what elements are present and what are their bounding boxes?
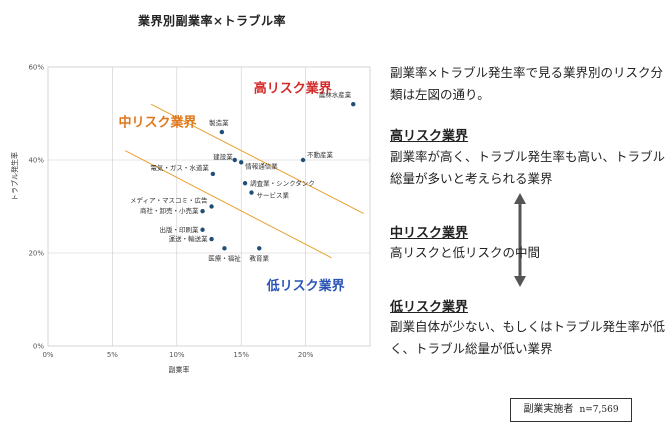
data-point <box>249 190 254 195</box>
x-tick-label: 10% <box>169 351 185 359</box>
point-label: 調査業・シンクタンク <box>250 178 315 187</box>
zone-label: 低リスク業界 <box>266 278 345 294</box>
intro-text: 副業率×トラブル発生率で見る業界別のリスク分類は左図の通り。 <box>390 65 663 102</box>
grid-layer: 0% 5% 10% 15% 20% 0% 20% 40% 60% <box>28 64 371 359</box>
point-label: 教育業 <box>249 253 269 262</box>
y-tick-label: 20% <box>28 250 44 258</box>
y-tick-label: 60% <box>28 64 44 72</box>
low-risk-title: 低リスク業界 <box>390 300 469 315</box>
zone-label: 高リスク業界 <box>254 81 332 97</box>
lower-separator-line <box>125 150 332 259</box>
y-tick-label: 40% <box>28 157 44 165</box>
point-label: 出版・印刷業 <box>160 225 200 234</box>
point-label: 農林水産業 <box>319 90 352 99</box>
mid-risk-title: 中リスク業界 <box>390 226 469 241</box>
data-point <box>200 208 205 214</box>
sample-label: 副業実施者 <box>523 404 574 415</box>
upper-separator-line <box>150 103 364 214</box>
data-point <box>300 157 306 163</box>
y-axis-label: トラブル発生率 <box>10 152 19 201</box>
plot-frame <box>47 66 371 347</box>
point-label: 不動産業 <box>307 150 334 159</box>
mid-risk-description: 高リスクと低リスクの中間 <box>390 245 541 260</box>
data-point <box>219 129 225 135</box>
point-label: 医療・福祉 <box>208 253 241 262</box>
y-tick-label: 0% <box>33 343 44 351</box>
data-point <box>239 160 244 165</box>
data-point <box>209 236 214 242</box>
sample-size-box: 副業実施者 n=7,569 <box>510 398 632 422</box>
data-point <box>257 246 262 251</box>
separator-lines <box>125 103 364 259</box>
point-label: 情報通信業 <box>245 161 278 170</box>
zone-label: 中リスク業界 <box>118 115 196 131</box>
high-risk-description: 副業率が高く、トラブル発生率も高い、トラブル総量が多いと考えられる業界 <box>390 149 666 186</box>
point-label: サービス業 <box>257 191 290 200</box>
point-label: 建設業 <box>213 152 233 161</box>
point-label: 商社・卸売・小売業 <box>140 206 199 215</box>
x-tick-label: 15% <box>233 351 249 359</box>
point-label: 電気・ガス・水道業 <box>150 163 209 172</box>
data-point <box>222 246 227 251</box>
low-risk-description: 副業自体が少ない、もしくはトラブル発生率が低く、トラブル総量が低い業界 <box>390 319 666 356</box>
data-point <box>209 204 214 209</box>
data-point <box>210 171 216 177</box>
double-arrow-icon <box>514 193 526 287</box>
x-axis-label: 副業率 <box>169 365 190 374</box>
chart-title: 業界別副業率×トラブル率 <box>138 14 287 28</box>
sample-n: n=7,569 <box>579 405 619 415</box>
x-tick-label: 5% <box>107 351 118 359</box>
x-tick-label: 0% <box>42 351 53 359</box>
data-point <box>351 102 356 107</box>
high-risk-title: 高リスク業界 <box>390 129 469 144</box>
point-label: 製造業 <box>209 118 229 127</box>
data-point <box>200 227 205 232</box>
data-point <box>242 181 248 186</box>
point-label: 運送・輸送業 <box>169 234 209 243</box>
point-label: メディア・マスコミ・広告 <box>130 196 208 205</box>
x-tick-label: 20% <box>298 351 314 359</box>
data-point <box>232 157 237 163</box>
